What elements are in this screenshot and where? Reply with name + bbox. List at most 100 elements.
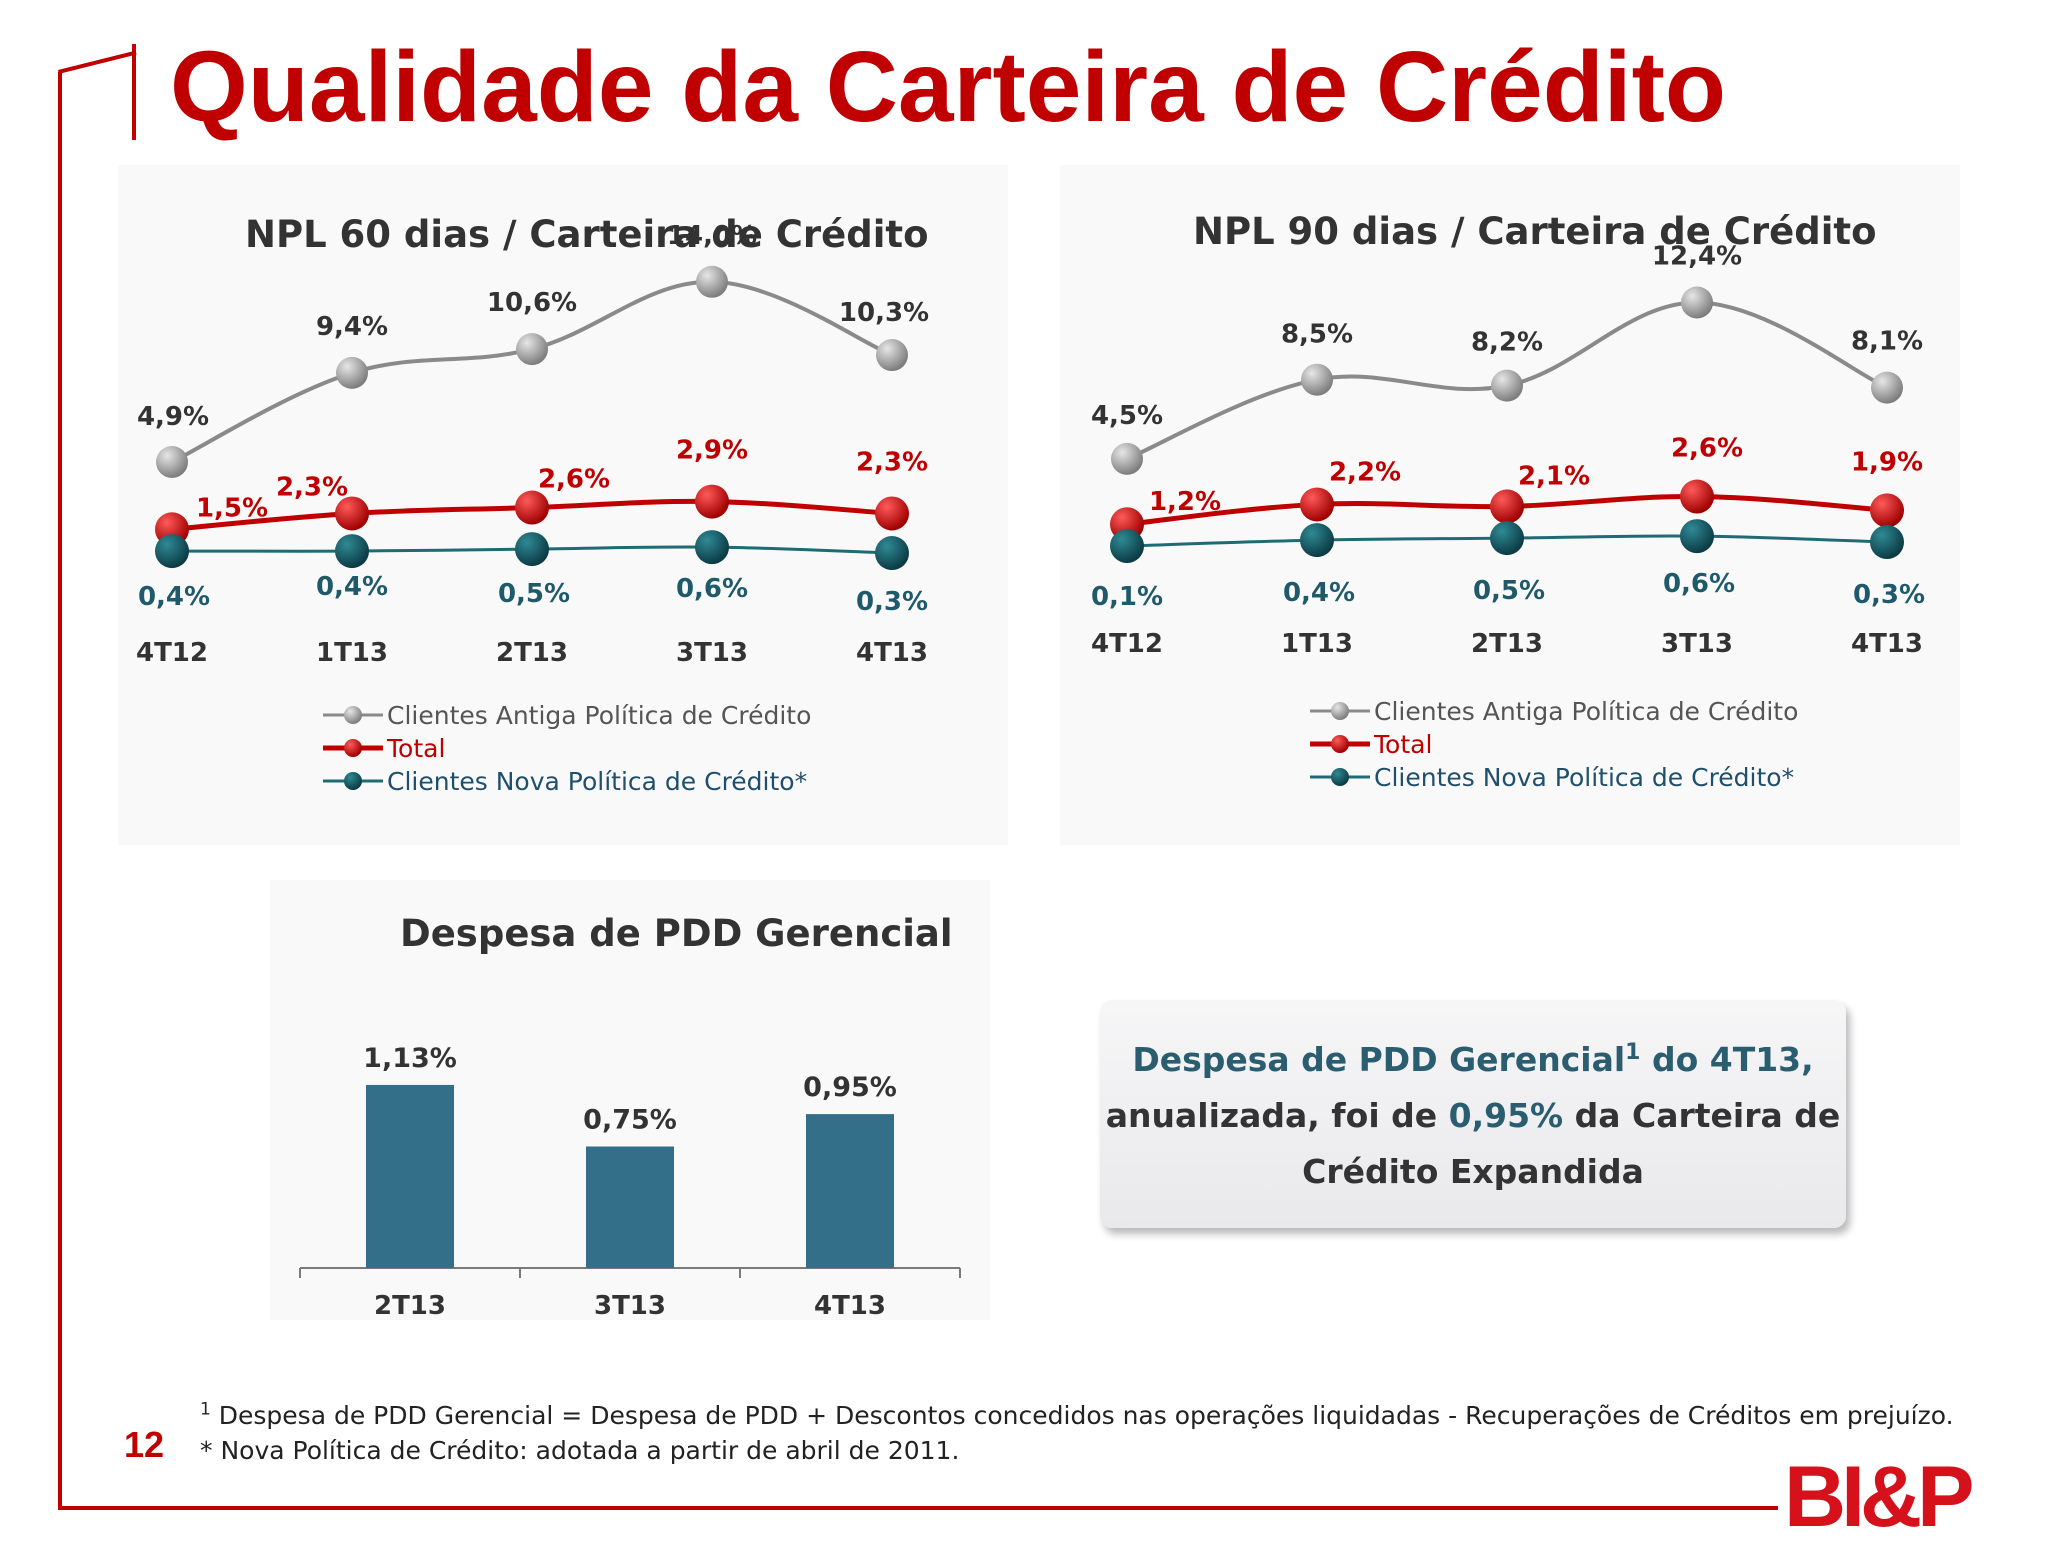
x-tick-label: 3T13 [1661, 629, 1733, 659]
marker-antiga-3T13 [696, 265, 728, 298]
callout-line-3: Crédito Expandida [1100, 1144, 1846, 1200]
legend-marker-antiga [344, 706, 362, 724]
legend-label-nova: Clientes Nova Política de Crédito* [1374, 763, 1794, 792]
marker-antiga-4T12 [1111, 442, 1143, 475]
marker-antiga-3T13 [1681, 286, 1713, 319]
data-label-antiga-3T13: 14,0% [667, 221, 757, 251]
x-tick-label: 4T13 [856, 638, 928, 668]
marker-nova-3T13 [695, 530, 729, 565]
callout-highlight-title: Despesa de PDD Gerencial [1132, 1040, 1626, 1079]
marker-antiga-1T13 [1301, 363, 1333, 396]
marker-nova-1T13 [335, 534, 369, 569]
data-label-total-4T12: 1,5% [196, 493, 268, 523]
data-label-nova-4T12: 0,1% [1091, 582, 1163, 612]
data-label-total-4T13: 1,9% [1851, 447, 1923, 477]
page-number: 12 [124, 1424, 165, 1465]
callout-line-1: Despesa de PDD Gerencial1 do 4T13, [1100, 1032, 1846, 1088]
x-tick-label: 4T12 [136, 638, 208, 668]
data-label-antiga-4T12: 4,9% [137, 402, 209, 432]
legend-label-total: Total [1373, 730, 1432, 759]
marker-nova-4T13 [1870, 525, 1904, 560]
legend-marker-antiga [1331, 702, 1349, 720]
x-tick-label: 3T13 [676, 638, 748, 668]
data-label-nova-3T13: 0,6% [1663, 569, 1735, 599]
marker-antiga-4T12 [156, 445, 188, 478]
marker-antiga-1T13 [336, 356, 368, 389]
bar-2T13 [366, 1084, 454, 1268]
marker-total-1T13 [1300, 487, 1334, 522]
x-tick-label: 2T13 [1471, 629, 1543, 659]
x-tick-label: 3T13 [594, 1291, 666, 1321]
x-tick-label: 1T13 [1281, 629, 1353, 659]
data-label-nova-4T13: 0,3% [1853, 580, 1925, 610]
marker-total-2T13 [515, 490, 549, 525]
data-label-nova-2T13: 0,5% [498, 579, 570, 609]
callout-text: anualizada, foi de [1105, 1096, 1449, 1135]
callout-text: Crédito Expandida [1302, 1152, 1644, 1191]
legend-label-antiga: Clientes Antiga Política de Crédito [387, 701, 811, 730]
data-label-total-3T13: 2,6% [1671, 434, 1743, 464]
marker-total-3T13 [1680, 479, 1714, 514]
bar-value-label-2T13: 1,13% [363, 1043, 457, 1074]
data-label-nova-4T12: 0,4% [138, 582, 210, 612]
footnote-1-marker: 1 [200, 1399, 211, 1420]
x-tick-label: 4T12 [1091, 629, 1163, 659]
legend-marker-nova [1331, 768, 1349, 786]
legend-label-nova: Clientes Nova Política de Crédito* [387, 767, 807, 796]
bar-4T13 [806, 1114, 894, 1268]
data-label-nova-3T13: 0,6% [676, 574, 748, 604]
frame-left [58, 72, 62, 1510]
marker-antiga-2T13 [516, 333, 548, 366]
data-label-nova-4T13: 0,3% [856, 587, 928, 617]
data-label-antiga-2T13: 8,2% [1471, 328, 1543, 358]
marker-total-4T13 [1870, 493, 1904, 528]
marker-antiga-4T13 [876, 339, 908, 372]
x-tick-label: 4T13 [1851, 629, 1923, 659]
marker-nova-4T12 [155, 534, 189, 569]
company-logo: BI&P [1778, 1454, 1974, 1540]
callout-value: 0,95% [1448, 1096, 1564, 1135]
marker-total-1T13 [335, 496, 369, 531]
frame-tick [132, 44, 136, 140]
data-label-antiga-2T13: 10,6% [487, 288, 577, 318]
data-label-antiga-4T13: 8,1% [1851, 327, 1923, 357]
data-label-total-1T13: 2,3% [276, 472, 348, 502]
data-label-nova-1T13: 0,4% [1283, 578, 1355, 608]
data-label-total-3T13: 2,9% [676, 436, 748, 466]
data-label-total-2T13: 2,1% [1518, 461, 1590, 491]
bar-3T13 [586, 1146, 674, 1268]
x-tick-label: 2T13 [374, 1291, 446, 1321]
chart-title-npl90: NPL 90 dias / Carteira de Crédito [1193, 210, 1877, 253]
footnote-1-text: Despesa de PDD Gerencial = Despesa de PD… [210, 1401, 1954, 1430]
data-label-antiga-1T13: 9,4% [316, 312, 388, 342]
marker-nova-2T13 [515, 532, 549, 567]
data-label-total-4T13: 2,3% [856, 447, 928, 477]
footnotes: 1 Despesa de PDD Gerencial = Despesa de … [200, 1398, 1954, 1468]
x-tick-label: 1T13 [316, 638, 388, 668]
legend-marker-nova [344, 772, 362, 790]
callout-footnote-marker: 1 [1625, 1040, 1641, 1065]
x-tick-label: 4T13 [814, 1291, 886, 1321]
bar-value-label-3T13: 0,75% [583, 1105, 677, 1136]
chart-title-pdd: Despesa de PDD Gerencial [400, 912, 953, 955]
data-label-antiga-4T13: 10,3% [839, 298, 929, 328]
data-label-antiga-4T12: 4,5% [1091, 401, 1163, 431]
data-label-nova-1T13: 0,4% [316, 572, 388, 602]
bar-value-label-4T13: 0,95% [803, 1072, 897, 1103]
marker-nova-1T13 [1300, 523, 1334, 558]
callout-period: do 4T13, [1640, 1040, 1814, 1079]
legend-label-antiga: Clientes Antiga Política de Crédito [1374, 697, 1798, 726]
footnote-1: 1 Despesa de PDD Gerencial = Despesa de … [200, 1398, 1954, 1433]
marker-nova-3T13 [1680, 519, 1714, 554]
x-tick-label: 2T13 [496, 638, 568, 668]
marker-nova-2T13 [1490, 521, 1524, 556]
marker-nova-4T12 [1110, 529, 1144, 564]
footnote-2: * Nova Política de Crédito: adotada a pa… [200, 1436, 960, 1465]
callout-box: Despesa de PDD Gerencial1 do 4T13, anual… [1100, 1000, 1846, 1228]
marker-total-2T13 [1490, 489, 1524, 524]
chart-title-npl60: NPL 60 dias / Carteira de Crédito [245, 213, 929, 256]
marker-total-3T13 [695, 484, 729, 519]
callout-text: da Carteira de [1563, 1096, 1841, 1135]
